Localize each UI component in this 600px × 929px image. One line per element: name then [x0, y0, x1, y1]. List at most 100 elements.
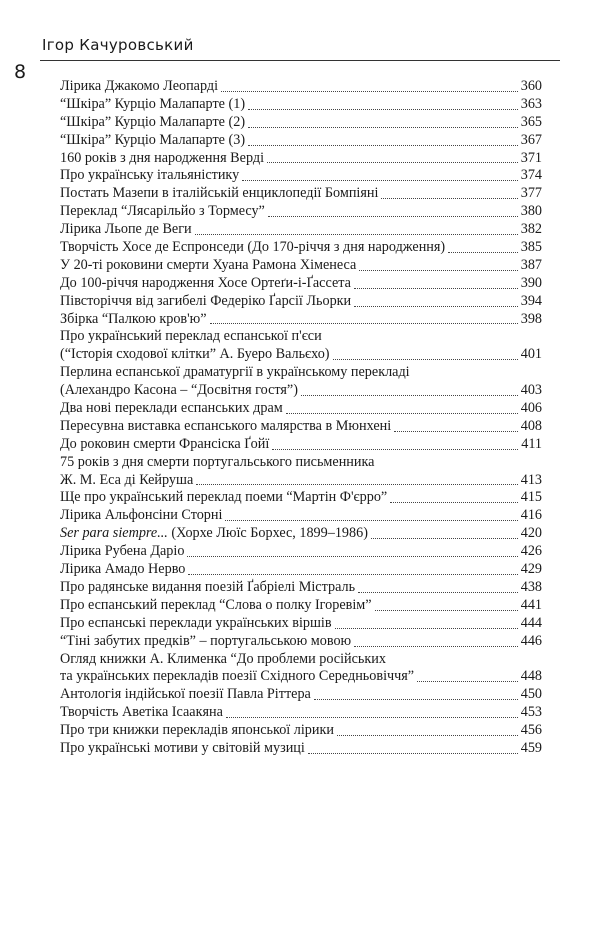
entry-page: 438 [520, 578, 542, 595]
toc-line: Лірика Амадо Нерво 429 [60, 561, 542, 579]
toc-entry: Огляд книжки А. Клименка “До проблеми ро… [60, 651, 542, 687]
toc-line: Постать Мазепи в італійській енциклопеді… [60, 185, 542, 203]
entry-page: 398 [520, 310, 542, 327]
entry-title: Переклад “Лясарільйо з Тормесу” [60, 203, 265, 221]
entry-page: 459 [520, 739, 542, 756]
entry-page: 390 [520, 274, 542, 291]
entry-title: “Тіні забутих предків” – португальською … [60, 633, 351, 651]
entry-title-text: Ж. М. Еса ді Кейруша [60, 471, 194, 488]
toc-entry: 160 років з дня народження Верді 371 [60, 150, 542, 168]
entry-title: Пересувна виставка еспанського малярства… [60, 418, 391, 436]
entry-title-text: 160 років з дня народження Верді [60, 149, 265, 166]
dot-leader [248, 144, 518, 146]
entry-page: 446 [520, 632, 542, 649]
entry-title-text: Про українську італьяністику [60, 167, 240, 184]
dot-leader [334, 627, 518, 629]
table-of-contents: Лірика Джакомо Леопарді 360 “Шкіра” Курціо… [60, 78, 542, 758]
entry-title: (Алехандро Касона – “Досвітня гостя”) [60, 382, 298, 400]
toc-line: “Шкіра” Курціо Малапарте (3) 367 [60, 132, 542, 150]
entry-title: До 100-річчя народження Хосе Ортеґи-і-Ґа… [60, 275, 351, 293]
entry-title-text: Лірика Джакомо Леопарді [60, 78, 219, 94]
entry-title: Лірика Амадо Нерво [60, 561, 185, 579]
toc-line: Ж. М. Еса ді Кейруша 413 [60, 472, 542, 490]
entry-title: У 20-ті роковини смерти Хуана Рамона Хім… [60, 257, 356, 275]
entry-page: 374 [520, 167, 542, 184]
dot-leader [225, 716, 518, 719]
entry-page: 416 [520, 507, 542, 524]
toc-entry: Лірика Льопе де Веги 382 [60, 221, 542, 239]
toc-line: Про українські мотиви у світовій музиці 4… [60, 740, 542, 758]
entry-title-text: Ще про український переклад поеми “Марті… [60, 489, 388, 506]
toc-line: Про радянське видання поезій Ґабріелі Мі… [60, 579, 542, 597]
entry-title-text: До роковин смерти Франсіска Ґойї [60, 435, 270, 452]
toc-line: та українських перекладів поезії Східног… [60, 668, 542, 686]
entry-title: Збірка “Палкою кров'ю” [60, 311, 207, 329]
toc-line: 75 років з дня смерти португальського пи… [60, 454, 542, 472]
entry-title: Про три книжки перекладів японської ліри… [60, 722, 334, 740]
toc-entry: Збірка “Палкою кров'ю” 398 [60, 311, 542, 329]
dot-leader [394, 430, 518, 432]
toc-entry: “Шкіра” Курціо Малапарте (3) 367 [60, 132, 542, 150]
toc-entry: Про еспанський переклад “Слова о полку І… [60, 597, 542, 615]
toc-line: Ser para siempre... (Хорхе Люїс Борхес, … [60, 525, 542, 543]
toc-line: Про еспанські переклади українських вірш… [60, 615, 542, 633]
entry-title: Про еспанські переклади українських вірш… [60, 615, 332, 633]
entry-title-text: У 20-ті роковини смерти Хуана Рамона Хім… [60, 256, 357, 273]
entry-title: Два нові переклади еспанських драм [60, 400, 283, 418]
toc-line: Творчість Аветіка Ісаакяна 453 [60, 704, 542, 722]
entry-title: Лірика Джакомо Леопарді [60, 78, 218, 96]
toc-line: Пересувна виставка еспанського малярства… [60, 418, 542, 436]
toc-entry: Про три книжки перекладів японської ліри… [60, 722, 542, 740]
dot-leader [354, 645, 518, 647]
dot-leader [359, 269, 518, 271]
entry-page: 377 [520, 185, 542, 202]
toc-line: Про еспанський переклад “Слова о полку І… [60, 597, 542, 615]
entry-title-text: Переклад “Лясарільйо з Тормесу” [60, 203, 265, 220]
entry-page: 411 [521, 435, 542, 452]
entry-page: 387 [520, 256, 542, 273]
dot-leader [187, 555, 518, 558]
dot-leader [374, 609, 518, 611]
toc-line: Лірика Льопе де Веги 382 [60, 221, 542, 239]
entry-title: Лірика Альфонсіни Сторні [60, 507, 222, 525]
dot-leader [194, 233, 518, 236]
header-rule [40, 60, 560, 61]
toc-line: Про три книжки перекладів японської ліри… [60, 722, 542, 740]
entry-title-text: Про еспанський переклад “Слова о полку І… [60, 596, 372, 613]
toc-entry: Творчість Хосе де Еспронседи (До 170-річ… [60, 239, 542, 257]
entry-title-text: До 100-річчя народження Хосе Ортеґи-і-Ґа… [60, 274, 351, 291]
entry-page: 394 [520, 292, 542, 309]
entry-title: “Шкіра” Курціо Малапарте (2) [60, 114, 245, 132]
toc-entry: Про радянське видання поезій Ґабріелі Мі… [60, 579, 542, 597]
dot-leader [188, 573, 518, 575]
entry-title-text: Лірика Амадо Нерво [60, 561, 186, 578]
entry-title: Півсторіччя від загибелі Федеріко Ґарсії… [60, 293, 351, 311]
dot-leader [354, 305, 518, 307]
entry-title-text: (Хорхе Люїс Борхес, 1899–1986) [171, 525, 368, 542]
entry-title: Про українську італьяністику [60, 167, 239, 185]
dot-leader [248, 126, 518, 128]
entry-title: “Шкіра” Курціо Малапарте (3) [60, 132, 245, 150]
entry-page: 426 [520, 543, 542, 560]
dot-leader [417, 680, 518, 683]
toc-entry: Про українську італьяністику 374 [60, 167, 542, 185]
toc-entry: Лірика Альфонсіни Сторні 416 [60, 507, 542, 525]
entry-title-text: Постать Мазепи в італійській енциклопеді… [60, 185, 379, 202]
toc-entry: “Тіні забутих предків” – португальською … [60, 633, 542, 651]
toc-entry: Два нові переклади еспанських драм 406 [60, 400, 542, 418]
toc-line: Два нові переклади еспанських драм 406 [60, 400, 542, 418]
dot-leader [196, 483, 518, 486]
entry-title: Ж. М. Еса ді Кейруша [60, 472, 193, 490]
entry-title: Постать Мазепи в італійській енциклопеді… [60, 185, 378, 203]
entry-title: Про український переклад еспанської п'єс… [60, 328, 322, 346]
toc-entry: Антологія індійської поезії Павла Ріттер… [60, 686, 542, 704]
entry-title: Ще про український переклад поеми “Марті… [60, 489, 387, 507]
toc-line: 160 років з дня народження Верді 371 [60, 150, 542, 168]
dot-leader [381, 197, 518, 200]
dot-leader [242, 179, 518, 182]
toc-entry: Лірика Рубена Даріо 426 [60, 543, 542, 561]
entry-title-text: “Шкіра” Курціо Малапарте (1) [60, 95, 246, 112]
dot-leader [221, 90, 518, 92]
entry-title-text: (Алехандро Касона – “Досвітня гостя”) [60, 382, 298, 399]
